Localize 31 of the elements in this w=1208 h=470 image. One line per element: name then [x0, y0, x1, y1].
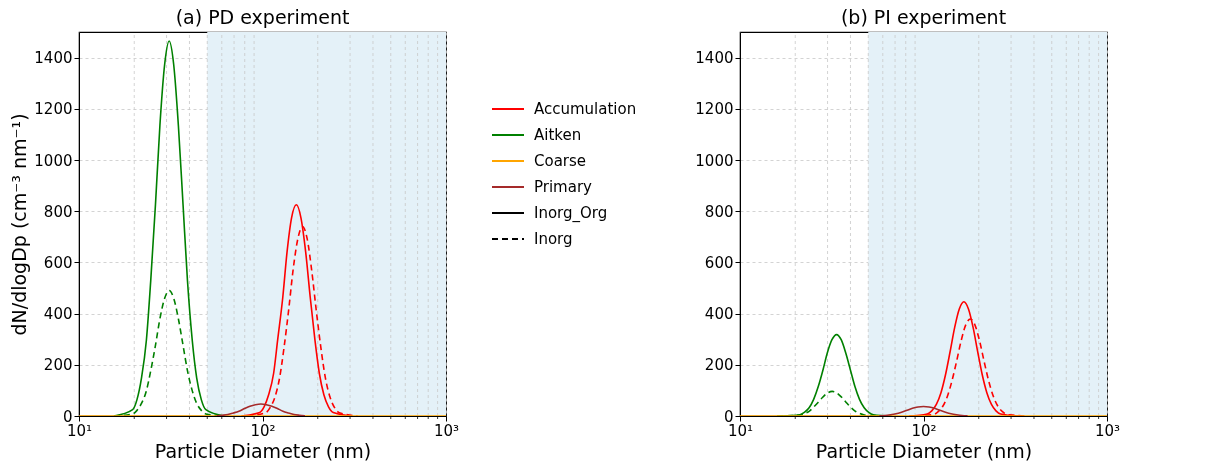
y-tick-label: 1000 — [34, 151, 73, 170]
y-axis-title: dN/dlogDp (cm⁻³ nm⁻¹) — [8, 113, 31, 336]
y-tick-label: 600 — [704, 253, 734, 272]
x-axis-title: Particle Diameter (nm) — [815, 439, 1033, 462]
x-tick-label: 10¹ — [66, 421, 93, 440]
y-tick-label: 400 — [704, 305, 734, 324]
x-tick-label: 10² — [911, 421, 937, 440]
x-tick-label: 10¹ — [727, 421, 754, 440]
x-tick-label: 10³ — [433, 421, 460, 440]
y-tick-label: 1400 — [34, 49, 73, 68]
x-axis-title: Particle Diameter (nm) — [154, 439, 372, 462]
legend-label: Inorg — [534, 230, 573, 248]
y-tick-label: 800 — [704, 202, 734, 221]
y-tick-label: 1200 — [695, 100, 734, 119]
legend-label: Inorg_Org — [534, 204, 608, 223]
x-tick-label: 10³ — [1094, 421, 1121, 440]
y-tick-label: 600 — [43, 253, 73, 272]
x-tick-label: 10² — [250, 421, 276, 440]
y-tick-label: 400 — [43, 305, 73, 324]
chart-title: (a) PD experiment — [175, 5, 350, 28]
legend-label: Aitken — [534, 126, 582, 144]
chart-title: (b) PI experiment — [840, 5, 1007, 28]
legend-label: Coarse — [534, 152, 587, 170]
y-tick-label: 1000 — [695, 151, 734, 170]
legend-label: Accumulation — [534, 100, 637, 118]
y-tick-label: 1400 — [695, 49, 734, 68]
y-tick-label: 200 — [704, 356, 734, 375]
y-tick-label: 800 — [43, 202, 73, 221]
y-tick-label: 200 — [43, 356, 73, 375]
legend-label: Primary — [534, 178, 593, 196]
y-tick-label: 1200 — [34, 100, 73, 119]
